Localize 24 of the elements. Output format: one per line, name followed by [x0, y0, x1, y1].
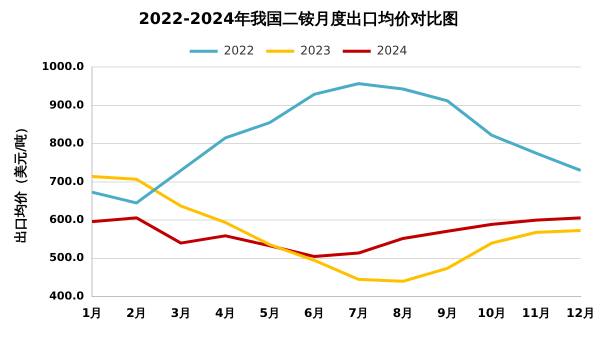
x-tick-label: 12月	[566, 306, 595, 320]
x-tick-label: 8月	[392, 306, 414, 320]
x-tick-label: 3月	[170, 306, 192, 320]
x-tick-label: 6月	[304, 306, 324, 320]
y-axis-title: 出口均价（美元/吨）	[13, 121, 30, 243]
x-tick-label: 1月	[82, 306, 102, 320]
x-tick-label: 11月	[522, 306, 551, 320]
y-tick-label: 500.0	[49, 251, 84, 264]
x-tick-label: 4月	[215, 306, 236, 320]
y-tick-label: 400.0	[49, 289, 84, 302]
legend-label: 2024	[376, 43, 408, 58]
y-tick-label: 600.0	[49, 212, 84, 226]
x-tick-label: 9月	[437, 306, 458, 320]
legend-label: 2022	[224, 43, 254, 58]
chart-title: 2022-2024年我国二铵月度出口均价对比图	[138, 8, 458, 28]
y-tick-label: 800.0	[49, 136, 84, 150]
y-tick-label: 1000.0	[42, 60, 84, 74]
y-tick-label: 700.0	[49, 174, 84, 188]
x-tick-label: 7月	[348, 306, 369, 320]
x-tick-label: 2月	[126, 306, 147, 320]
y-tick-label: 900.0	[49, 98, 84, 112]
legend-label: 2023	[300, 43, 331, 58]
x-tick-label: 10月	[477, 306, 506, 320]
x-tick-label: 5月	[260, 306, 280, 320]
